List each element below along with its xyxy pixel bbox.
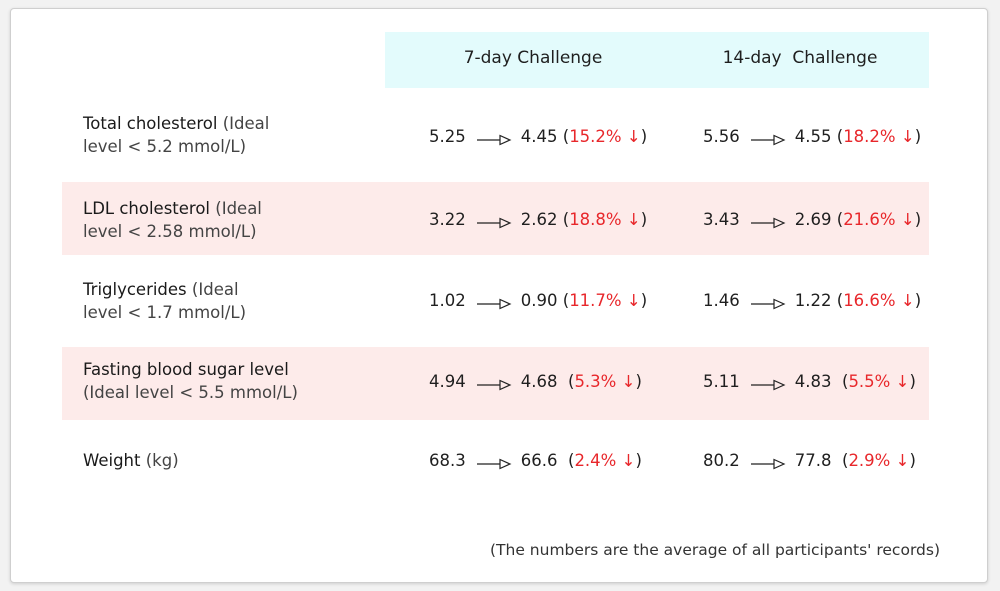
percent-change: 16.6% ↓ <box>843 291 915 310</box>
value-before: 5.56 <box>703 127 740 146</box>
value-after: 4.55 <box>794 127 832 146</box>
percent-change: 2.4% ↓ <box>574 451 636 470</box>
value-after: 66.6 <box>520 451 558 470</box>
percent-paren-close: ) <box>914 210 922 229</box>
percent-change: 5.5% ↓ <box>848 372 910 391</box>
metric-label: Total cholesterol (Ideal level < 5.2 mmol… <box>83 112 363 158</box>
right-arrow-outline-icon <box>750 295 786 309</box>
right-arrow-outline-icon <box>750 376 786 390</box>
column-header-7-day: 7-day Challenge <box>463 48 603 68</box>
percent-paren-open: ( <box>831 451 849 470</box>
cell-14-day: 3.43 2.69 (21.6% ↓) <box>703 210 921 229</box>
cell-14-day: 1.46 1.22 (16.6% ↓) <box>703 291 921 310</box>
value-after: 0.90 <box>520 291 558 310</box>
percent-change: 18.2% ↓ <box>843 127 915 146</box>
value-before: 1.02 <box>429 291 466 310</box>
percent-paren-close: ) <box>640 291 648 310</box>
value-after: 4.68 <box>520 372 558 391</box>
value-before: 1.46 <box>703 291 740 310</box>
metric-ideal-range: (kg) <box>140 451 179 470</box>
percent-change: 11.7% ↓ <box>569 291 641 310</box>
metric-name: Triglycerides <box>83 280 187 299</box>
value-before: 5.11 <box>703 372 740 391</box>
results-card <box>10 8 988 583</box>
cell-7-day: 3.22 2.62 (18.8% ↓) <box>429 210 647 229</box>
percent-paren-open: ( <box>831 372 849 391</box>
metric-ideal-range: (Ideal <box>217 114 270 133</box>
right-arrow-outline-icon <box>750 455 786 469</box>
percent-paren-open: ( <box>557 127 570 146</box>
value-after: 1.22 <box>794 291 832 310</box>
value-before: 3.43 <box>703 210 740 229</box>
metric-label: LDL cholesterol (Ideal level < 2.58 mmol/… <box>83 197 363 243</box>
cell-7-day: 1.02 0.90 (11.7% ↓) <box>429 291 647 310</box>
percent-change: 15.2% ↓ <box>569 127 641 146</box>
percent-change: 2.9% ↓ <box>848 451 910 470</box>
percent-paren-open: ( <box>831 127 844 146</box>
value-before: 4.94 <box>429 372 466 391</box>
table-row: LDL cholesterol (Ideal level < 2.58 mmol/… <box>62 182 929 255</box>
metric-label: Fasting blood sugar level (Ideal level < … <box>83 358 363 404</box>
table-row: Total cholesterol (Ideal level < 5.2 mmol… <box>62 100 929 173</box>
value-before: 3.22 <box>429 210 466 229</box>
percent-change: 21.6% ↓ <box>843 210 915 229</box>
right-arrow-outline-icon <box>750 131 786 145</box>
percent-paren-close: ) <box>914 291 922 310</box>
percent-paren-close: ) <box>640 127 648 146</box>
metric-ideal-range-line2: (Ideal level < 5.5 mmol/L) <box>83 383 298 402</box>
percent-paren-open: ( <box>557 372 575 391</box>
metric-ideal-range: (Ideal <box>210 199 262 218</box>
right-arrow-outline-icon <box>476 214 512 228</box>
metric-ideal-range-line2: level < 2.58 mmol/L) <box>83 222 257 241</box>
percent-paren-open: ( <box>831 210 844 229</box>
right-arrow-outline-icon <box>476 455 512 469</box>
metric-ideal-range-line2: level < 1.7 mmol/L) <box>83 303 247 322</box>
percent-change: 5.3% ↓ <box>574 372 636 391</box>
right-arrow-outline-icon <box>476 376 512 390</box>
table-header-band <box>385 32 929 88</box>
percent-paren-close: ) <box>640 210 648 229</box>
metric-label: Weight (kg) <box>83 449 363 472</box>
metric-name: Fasting blood sugar level <box>83 360 289 379</box>
column-header-14-day: 14-day Challenge <box>722 48 878 68</box>
value-before: 68.3 <box>429 451 466 470</box>
value-after: 2.62 <box>520 210 558 229</box>
percent-change: 18.8% ↓ <box>569 210 641 229</box>
percent-paren-close: ) <box>914 127 922 146</box>
percent-paren-open: ( <box>831 291 844 310</box>
metric-name: Weight <box>83 451 141 470</box>
cell-7-day: 4.94 4.68 (5.3% ↓) <box>429 372 642 391</box>
metric-name: Total cholesterol <box>83 114 218 133</box>
table-row: Triglycerides (Ideal level < 1.7 mmol/L) <box>62 263 929 336</box>
metric-name: LDL cholesterol <box>83 199 211 218</box>
right-arrow-outline-icon <box>750 214 786 228</box>
table-row: Weight (kg) <box>62 425 929 498</box>
value-after: 4.83 <box>794 372 832 391</box>
right-arrow-outline-icon <box>476 131 512 145</box>
metric-label: Triglycerides (Ideal level < 1.7 mmol/L) <box>83 278 363 324</box>
value-after: 2.69 <box>794 210 832 229</box>
metric-ideal-range: (Ideal <box>186 280 239 299</box>
value-before: 80.2 <box>703 451 740 470</box>
cell-7-day: 5.25 4.45 (15.2% ↓) <box>429 127 647 146</box>
cell-14-day: 80.2 77.8 (2.9% ↓) <box>703 451 916 470</box>
percent-paren-close: ) <box>909 451 916 470</box>
cell-7-day: 68.3 66.6 (2.4% ↓) <box>429 451 642 470</box>
percent-paren-close: ) <box>635 372 642 391</box>
percent-paren-close: ) <box>909 372 916 391</box>
percent-paren-open: ( <box>557 451 575 470</box>
value-after: 4.45 <box>520 127 558 146</box>
percent-paren-open: ( <box>557 210 570 229</box>
percent-paren-close: ) <box>635 451 642 470</box>
value-after: 77.8 <box>794 451 832 470</box>
percent-paren-open: ( <box>557 291 570 310</box>
cell-14-day: 5.56 4.55 (18.2% ↓) <box>703 127 921 146</box>
cell-14-day: 5.11 4.83 (5.5% ↓) <box>703 372 916 391</box>
right-arrow-outline-icon <box>476 295 512 309</box>
value-before: 5.25 <box>429 127 466 146</box>
footnote: (The numbers are the average of all part… <box>490 541 940 559</box>
metric-ideal-range-line2: level < 5.2 mmol/L) <box>83 137 247 156</box>
table-row: Fasting blood sugar level (Ideal level < … <box>62 347 929 420</box>
